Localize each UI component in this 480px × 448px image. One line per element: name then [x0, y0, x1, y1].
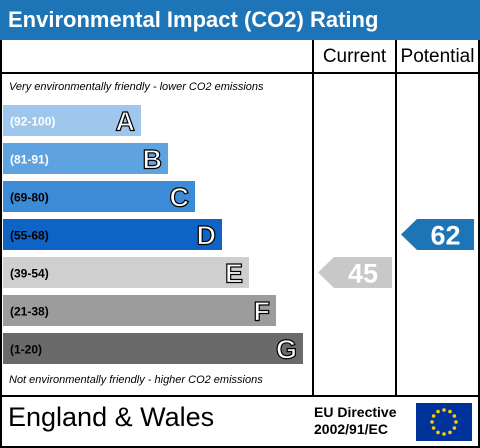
band-g-letter: G	[276, 335, 297, 365]
band-a-letter: A	[116, 107, 136, 137]
band-f-range: (21-38)	[10, 305, 49, 319]
eu-flag-star	[431, 414, 436, 418]
eu-directive: EU Directive 2002/91/EC	[314, 404, 396, 438]
column-header-potential: Potential	[400, 46, 475, 67]
header-divider	[0, 72, 480, 74]
band-e-letter: E	[225, 259, 243, 289]
band-e-range: (39-54)	[10, 267, 49, 281]
band-a-range: (92-100)	[10, 115, 55, 129]
chart-title: Environmental Impact (CO2) Rating	[8, 7, 379, 32]
eu-flag-star	[454, 420, 458, 424]
eu-flag-star	[430, 420, 434, 424]
current-rating-value: 45	[348, 259, 378, 289]
band-d-letter: D	[197, 221, 217, 251]
band-f-letter: F	[254, 297, 271, 327]
band-c-letter: C	[170, 183, 190, 213]
band-b-bar	[3, 143, 168, 174]
divider-potential	[395, 40, 397, 396]
eu-flag-star	[442, 432, 446, 436]
band-f-bar	[3, 295, 276, 326]
band-e-bar	[3, 257, 249, 288]
band-d-bar	[3, 219, 222, 250]
band-a-bar	[3, 105, 141, 136]
eu-flag-star	[436, 430, 440, 435]
region-label: England & Wales	[8, 402, 215, 432]
eu-flag-star	[442, 408, 446, 412]
chart-frame	[0, 40, 480, 448]
band-d-range: (55-68)	[10, 229, 49, 243]
eu-flag-star	[452, 414, 457, 418]
caption-bottom: Not environmentally friendly - higher CO…	[9, 374, 263, 386]
eu-flag-star	[448, 409, 452, 414]
eu-flag-star	[436, 409, 440, 414]
chart-title-bar: Environmental Impact (CO2) Rating	[0, 0, 480, 40]
footer-divider	[0, 395, 480, 397]
current-rating-arrow	[318, 257, 392, 288]
band-g-range: (1-20)	[10, 343, 42, 357]
potential-rating-value: 62	[430, 221, 460, 251]
column-header-current: Current	[322, 46, 387, 67]
eu-flag-icon	[416, 403, 472, 441]
band-c-bar	[3, 181, 195, 212]
eu-directive-line2: 2002/91/EC	[314, 421, 388, 437]
band-b-letter: B	[143, 145, 163, 175]
caption-top: Very environmentally friendly - lower CO…	[9, 81, 264, 93]
band-g-bar	[3, 333, 303, 364]
band-b-range: (81-91)	[10, 153, 49, 167]
band-c-range: (69-80)	[10, 191, 49, 205]
potential-rating-arrow	[401, 219, 474, 250]
eu-flag-star	[431, 426, 436, 430]
divider-current	[312, 40, 314, 396]
eu-flag-star	[448, 430, 452, 435]
eu-flag-star	[452, 426, 457, 430]
eu-directive-line1: EU Directive	[314, 404, 397, 420]
